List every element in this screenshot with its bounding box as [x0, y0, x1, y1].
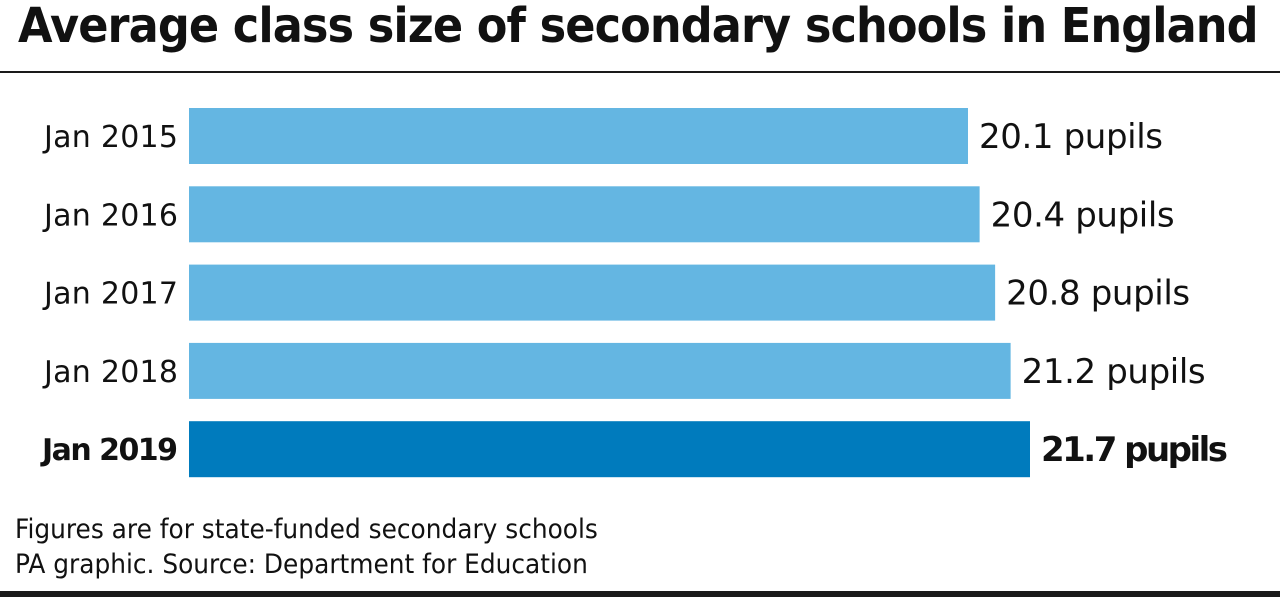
bar	[189, 264, 996, 321]
chart-title: Average class size of secondary schools …	[18, 0, 1259, 54]
data-label: 21.7 pupils	[1041, 430, 1228, 470]
data-label: 20.1 pupils	[979, 117, 1163, 157]
category-label: Jan 2017	[42, 277, 178, 312]
bar	[189, 108, 968, 164]
bar	[189, 342, 1011, 399]
data-label: 21.2 pupils	[1022, 352, 1206, 392]
title-divider	[0, 71, 1280, 73]
bar	[189, 421, 1030, 478]
bar	[189, 186, 980, 243]
source-note: PA graphic. Source: Department for Educa…	[15, 549, 588, 580]
category-label: Jan 2015	[42, 120, 178, 155]
category-label: Jan 2018	[42, 355, 178, 390]
bottom-bar	[0, 591, 1280, 597]
data-label: 20.8 pupils	[1006, 274, 1190, 314]
data-label: 20.4 pupils	[991, 195, 1175, 235]
footnote: Figures are for state-funded secondary s…	[15, 514, 598, 545]
category-label: Jan 2016	[42, 198, 178, 233]
category-label: Jan 2019	[40, 433, 178, 468]
